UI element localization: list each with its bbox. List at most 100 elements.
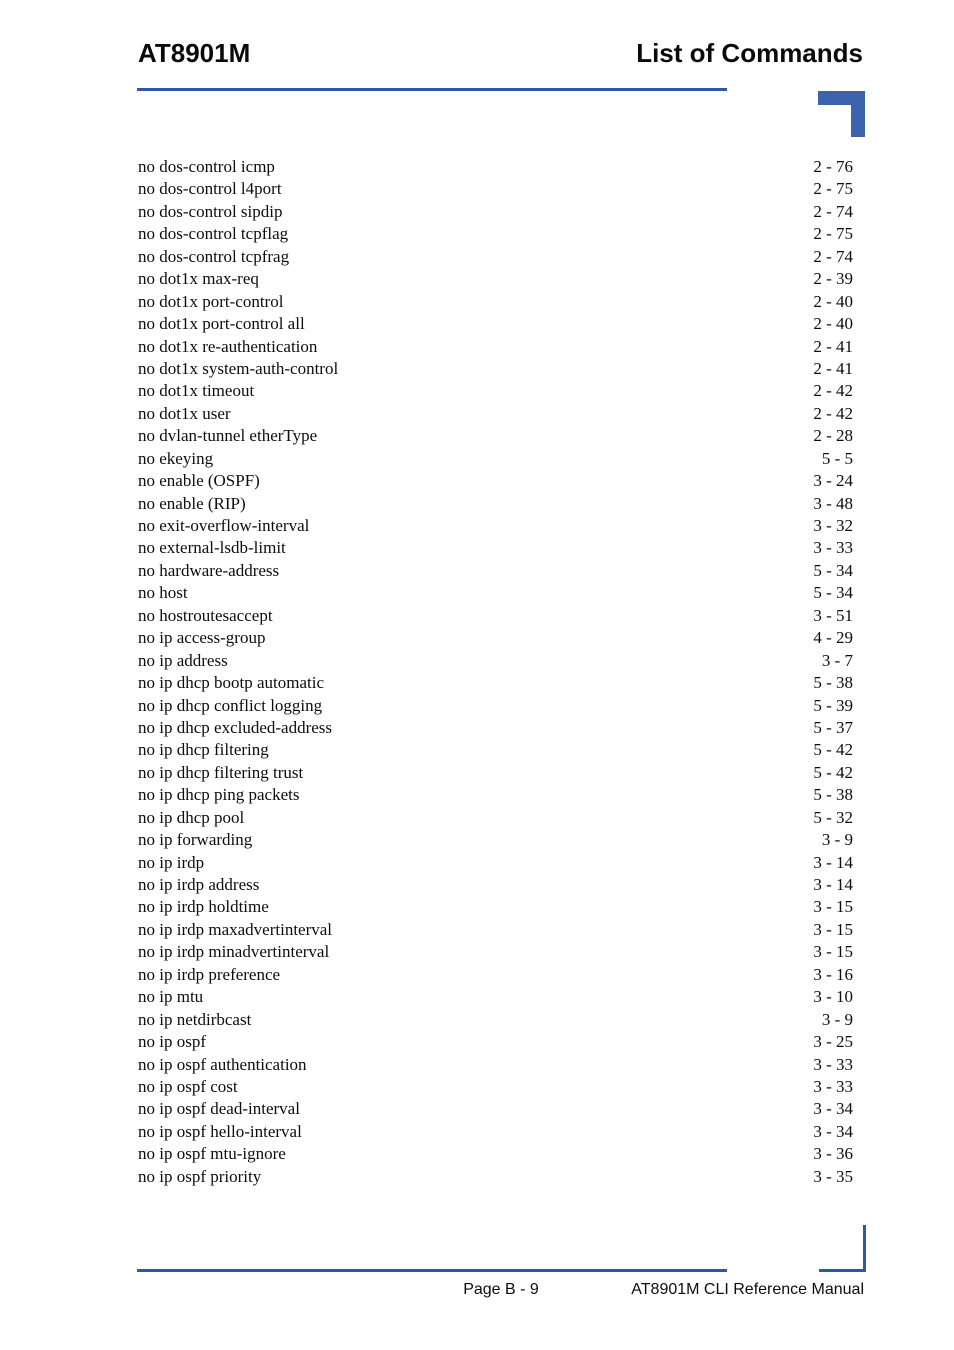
page-reference: 3 - 35 (813, 1166, 853, 1186)
list-item: no ip dhcp conflict logging 5 - 39 (138, 695, 853, 717)
page-reference: 2 - 76 (813, 157, 853, 176)
list-item: no ip dhcp excluded-address 5 - 37 (138, 717, 853, 739)
list-item: no hardware-address 5 - 34 (138, 560, 853, 582)
page-reference: 3 - 34 (813, 1099, 853, 1119)
command-name: no ip irdp preference (138, 964, 281, 984)
list-item: no hostroutesaccept 3 - 51 (138, 605, 853, 627)
list-item: no ip irdp minadvertinterval 3 - 15 (138, 941, 853, 963)
command-name: no dos-control l4port (138, 179, 282, 199)
page-reference: 3 - 15 (813, 919, 853, 939)
page-reference: 3 - 10 (813, 987, 853, 1007)
list-item: no dot1x port-control all 2 - 40 (138, 313, 853, 335)
list-item: no dot1x timeout 2 - 42 (138, 380, 853, 402)
page-reference: 3 - 14 (813, 852, 853, 872)
command-list: no dos-control icmp 2 - 76 no dos-control … (138, 156, 853, 1188)
page-reference: 5 - 42 (813, 762, 853, 782)
command-name: no ip ospf authentication (138, 1054, 307, 1074)
list-item: no ip ospf mtu-ignore 3 - 36 (138, 1143, 853, 1165)
list-item: no ip ospf dead-interval 3 - 34 (138, 1098, 853, 1120)
command-name: no ip irdp maxadvertinterval (138, 919, 333, 939)
page-reference: 2 - 75 (813, 179, 853, 199)
page-reference: 5 - 34 (813, 560, 853, 580)
page-reference: 3 - 9 (821, 830, 853, 850)
page-reference: 3 - 32 (813, 516, 853, 535)
command-name: no exit-overflow-interval (138, 516, 310, 535)
page-reference: 3 - 36 (813, 1144, 853, 1164)
list-item: no ip forwarding 3 - 9 (138, 829, 853, 851)
command-name: no ip dhcp ping packets (138, 785, 300, 805)
page-reference: 3 - 25 (813, 1032, 853, 1052)
page-reference: 2 - 40 (813, 314, 853, 334)
list-item: no ip dhcp filtering trust 5 - 42 (138, 762, 853, 784)
list-item: no ip irdp preference 3 - 16 (138, 964, 853, 986)
command-name: no dos-control sipdip (138, 201, 283, 221)
list-item: no ip access-group 4 - 29 (138, 627, 853, 649)
command-name: no ip irdp (138, 852, 205, 872)
page-reference: 5 - 38 (813, 673, 853, 693)
command-name: no ip forwarding (138, 830, 253, 850)
list-item: no ip irdp maxadvertinterval 3 - 15 (138, 919, 853, 941)
command-name: no ip irdp address (138, 875, 260, 894)
footer-page-number: Page B - 9 (463, 1281, 539, 1298)
command-name: no ip irdp minadvertinterval (138, 942, 330, 962)
page-reference: 5 - 32 (813, 807, 853, 827)
command-name: no host (138, 583, 188, 603)
page-reference: 5 - 37 (813, 717, 853, 737)
list-item: no ip irdp address 3 - 14 (138, 874, 853, 896)
command-name: no ip address (138, 650, 228, 670)
command-name: no dot1x port-control (138, 291, 284, 311)
header-divider (137, 88, 727, 91)
header-section-title: List of Commands (636, 38, 863, 68)
list-item: no dvlan-tunnel etherType 2 - 28 (138, 425, 853, 447)
page-reference: 2 - 42 (813, 381, 853, 401)
page-reference: 2 - 42 (813, 403, 853, 423)
command-name: no hardware-address (138, 560, 280, 580)
page-reference: 3 - 48 (813, 493, 853, 513)
page-reference: 2 - 74 (813, 246, 853, 266)
page-reference: 2 - 75 (813, 224, 853, 244)
command-name: no dot1x timeout (138, 381, 255, 401)
page-reference: 4 - 29 (813, 628, 853, 648)
page-reference: 5 - 42 (813, 740, 853, 760)
command-name: no dvlan-tunnel etherType (138, 426, 318, 446)
page-reference: 3 - 14 (813, 875, 853, 894)
list-item: no ip ospf authentication 3 - 33 (138, 1054, 853, 1076)
list-item: no dot1x user 2 - 42 (138, 403, 853, 425)
list-item: no ip ospf hello-interval 3 - 34 (138, 1121, 853, 1143)
header-model-title: AT8901M (138, 38, 251, 68)
page-reference: 3 - 9 (821, 1009, 853, 1029)
page-reference: 2 - 40 (813, 291, 853, 311)
command-name: no dot1x system-auth-control (138, 358, 339, 378)
page-reference: 2 - 39 (813, 269, 853, 289)
command-name: no ip mtu (138, 987, 204, 1007)
page-reference: 3 - 51 (813, 605, 853, 625)
page-reference: 3 - 7 (821, 650, 853, 670)
command-name: no ip dhcp bootp automatic (138, 673, 325, 693)
command-name: no dot1x port-control all (138, 314, 305, 334)
command-name: no ip ospf cost (138, 1076, 238, 1096)
bottom-corner-decoration (819, 1225, 866, 1272)
list-item: no ip mtu 3 - 10 (138, 986, 853, 1008)
page-reference: 3 - 24 (813, 471, 853, 491)
page-reference: 2 - 28 (813, 426, 853, 446)
page-reference: 2 - 41 (813, 358, 853, 378)
command-name: no ip ospf (138, 1032, 206, 1052)
list-item: no dos-control tcpflag 2 - 75 (138, 223, 853, 245)
list-item: no host 5 - 34 (138, 582, 853, 604)
command-name: no ip access-group (138, 628, 266, 648)
list-item: no dot1x max-req 2 - 39 (138, 268, 853, 290)
command-name: no enable (RIP) (138, 493, 246, 513)
command-name: no enable (OSPF) (138, 471, 260, 491)
list-item: no dos-control tcpfrag 2 - 74 (138, 246, 853, 268)
command-name: no dos-control icmp (138, 157, 275, 176)
command-name: no ip dhcp pool (138, 807, 245, 827)
command-name: no dot1x re-authentication (138, 336, 318, 356)
footer-divider (137, 1269, 727, 1272)
list-item: no ip dhcp bootp automatic 5 - 38 (138, 672, 853, 694)
page-reference: 3 - 15 (813, 897, 853, 917)
list-item: no dot1x port-control 2 - 40 (138, 291, 853, 313)
page-reference: 3 - 33 (813, 1076, 853, 1096)
list-item: no ip address 3 - 7 (138, 650, 853, 672)
list-item: no dot1x system-auth-control 2 - 41 (138, 358, 853, 380)
